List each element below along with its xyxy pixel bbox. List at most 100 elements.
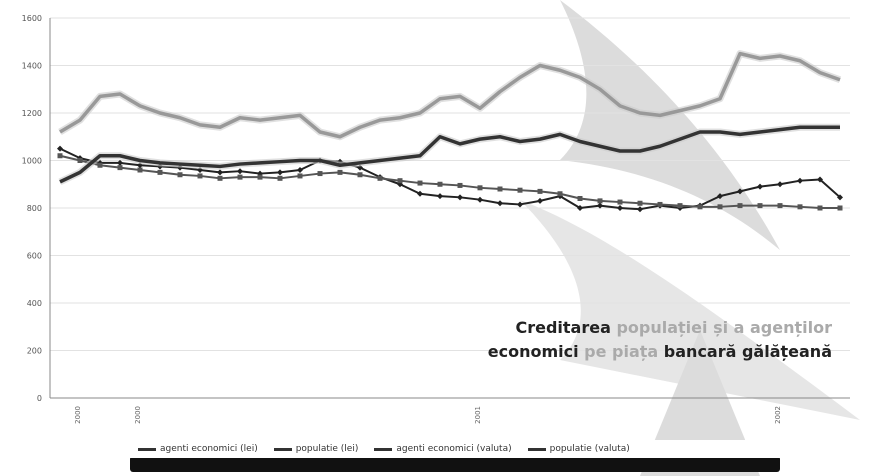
data-point [737, 203, 743, 209]
chart-legend: agenti economici (lei) populatie (lei) a… [122, 440, 782, 458]
data-point [257, 174, 263, 180]
data-point [317, 171, 323, 177]
data-point [57, 153, 63, 159]
y-tick-label: 1600 [22, 14, 42, 23]
legend-swatch [374, 447, 393, 451]
data-point [177, 172, 183, 178]
caption-line-2c: bancară gălățeană [663, 342, 832, 361]
data-point [337, 169, 343, 175]
data-point [577, 205, 583, 211]
data-point [197, 173, 203, 179]
x-tick-label: 2001 [474, 406, 482, 424]
data-point [717, 204, 723, 210]
legend-swatch [273, 447, 292, 451]
data-point [377, 175, 383, 181]
data-point [517, 201, 523, 208]
legend-label: populatie (valuta) [549, 444, 630, 454]
data-point [837, 205, 843, 211]
data-point [137, 167, 143, 173]
data-point [157, 169, 163, 175]
data-point [837, 194, 843, 201]
legend-swatch [527, 447, 546, 451]
data-point [217, 169, 223, 176]
watermark-arc [560, 0, 780, 250]
y-tick-label: 1400 [22, 62, 42, 71]
data-point [117, 159, 123, 166]
data-point [597, 202, 603, 209]
series-line [59, 154, 840, 209]
data-point [637, 206, 643, 213]
caption-line-2: economici pe piața bancară gălățeană [412, 340, 832, 364]
data-point [437, 193, 443, 200]
series-line [59, 125, 840, 184]
data-point [57, 145, 63, 152]
data-point [277, 175, 283, 181]
legend-swatch [138, 447, 156, 451]
data-point [417, 190, 423, 197]
data-point [477, 196, 483, 203]
data-point [297, 173, 303, 179]
caption-line-2a: economici [487, 342, 585, 361]
y-tick-label: 800 [27, 204, 42, 213]
watermark-spike [640, 330, 760, 476]
series-line [59, 147, 841, 211]
data-point [497, 186, 503, 192]
data-point [677, 203, 683, 209]
data-point [117, 165, 123, 171]
x-tick-label: 2000 [74, 406, 82, 424]
legend-shadow [130, 456, 780, 472]
data-point [697, 204, 703, 210]
chart-caption: Creditarea populației și a agenților eco… [412, 316, 832, 364]
data-point [597, 198, 603, 204]
data-point [537, 197, 543, 204]
data-point [417, 180, 423, 186]
data-point [757, 203, 763, 209]
data-point [357, 172, 363, 178]
y-tick-label: 600 [27, 252, 42, 261]
data-point [237, 168, 243, 175]
data-point [217, 175, 223, 181]
caption-line-1: Creditarea populației și a agenților [412, 316, 832, 340]
data-point [757, 183, 763, 190]
data-point [277, 169, 283, 176]
data-point [457, 182, 463, 188]
caption-line-1b: populației și a agenților [616, 318, 832, 337]
legend-label: populatie (lei) [295, 444, 359, 454]
data-point [77, 158, 83, 163]
y-tick-label: 200 [27, 347, 42, 356]
data-point [777, 181, 783, 188]
data-point [617, 205, 623, 211]
data-point [497, 200, 503, 207]
data-point [737, 188, 743, 195]
y-tick-label: 1200 [22, 109, 42, 118]
data-point [817, 205, 823, 211]
x-tick-label: 2000 [134, 406, 142, 424]
legend-label: agenti economici (valuta) [396, 444, 512, 454]
x-tick-label: 2002 [774, 406, 782, 424]
data-point [437, 181, 443, 187]
series-line [59, 51, 841, 139]
data-point [97, 162, 103, 168]
data-point [777, 203, 783, 209]
caption-line-1a: Creditarea [515, 318, 617, 337]
data-point [517, 187, 523, 193]
data-point [797, 204, 803, 210]
data-point [537, 188, 543, 194]
data-point [397, 178, 403, 184]
legend-item-populatie-lei: populatie (lei) [273, 444, 359, 454]
data-point [297, 167, 303, 173]
legend-item-populatie-valuta: populatie (valuta) [527, 444, 630, 454]
caption-line-2b: pe piața [584, 342, 664, 361]
data-point [577, 196, 583, 201]
data-point [557, 191, 563, 197]
data-point [637, 200, 643, 206]
y-tick-label: 0 [37, 394, 42, 403]
y-tick-label: 1000 [22, 157, 42, 166]
y-tick-label: 400 [27, 299, 42, 308]
data-point [237, 174, 243, 180]
legend-label: agenti economici (lei) [160, 444, 258, 454]
data-point [717, 193, 723, 200]
data-point [477, 185, 483, 191]
legend-item-agenti-lei: agenti economici (lei) [138, 444, 258, 454]
